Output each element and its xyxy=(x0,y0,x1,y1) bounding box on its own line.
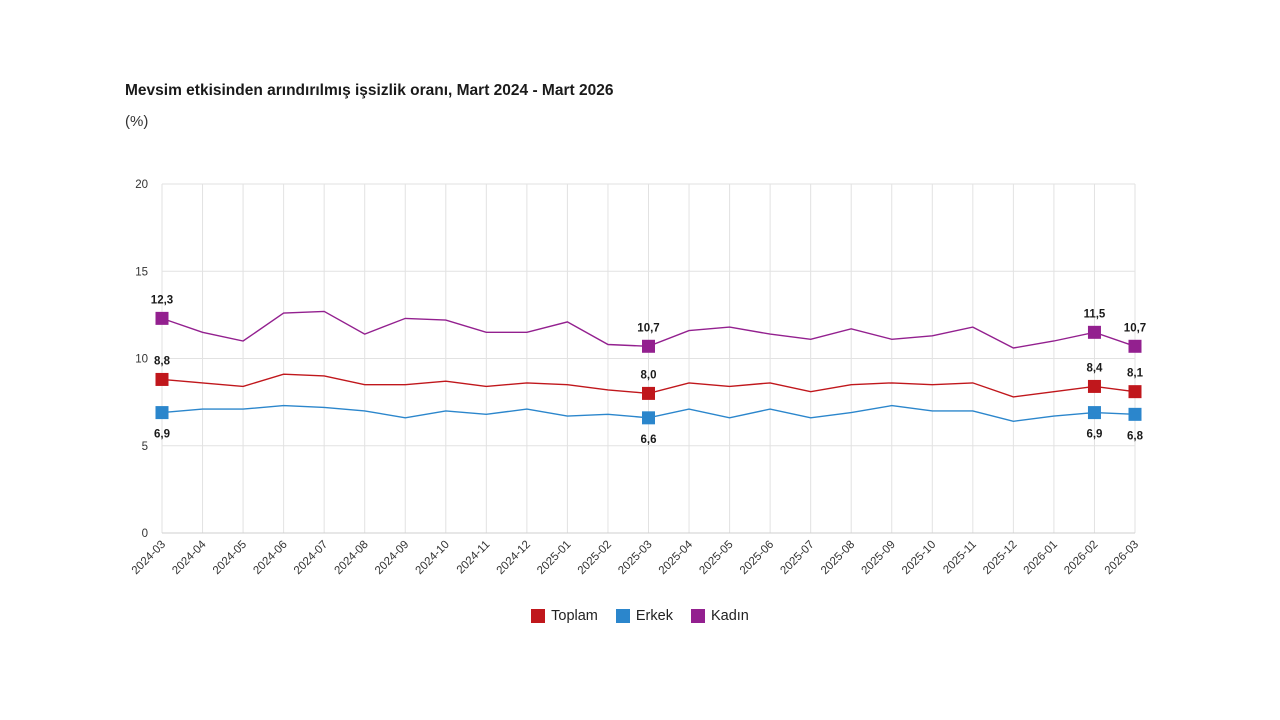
x-tick-label: 2024-10 xyxy=(414,539,452,577)
point-marker-toplam[interactable] xyxy=(1087,379,1101,393)
legend-item-erkek[interactable]: Erkek xyxy=(615,608,673,624)
chart-subtitle: (%) xyxy=(125,113,149,130)
point-marker-toplam[interactable] xyxy=(642,386,655,400)
x-tick-label: 2026-01 xyxy=(1022,539,1060,577)
x-tick-label: 2025-02 xyxy=(576,539,614,577)
x-tick-label: 2024-04 xyxy=(170,538,209,577)
data-label-erkek: 6,9 xyxy=(154,429,170,441)
y-tick-label: 15 xyxy=(135,266,148,278)
x-tick-label: 2026-02 xyxy=(1062,539,1100,577)
point-marker-erkek[interactable] xyxy=(642,411,655,425)
point-marker-toplam[interactable] xyxy=(1128,385,1142,399)
point-marker-erkek[interactable] xyxy=(1087,406,1101,420)
x-tick-label: 2024-12 xyxy=(495,539,533,577)
x-tick-label: 2025-10 xyxy=(900,539,938,577)
legend-swatch-toplam xyxy=(531,609,546,623)
x-tick-label: 2026-03 xyxy=(1103,539,1141,577)
x-tick-label: 2025-05 xyxy=(697,539,735,577)
point-marker-erkek[interactable] xyxy=(155,406,169,420)
x-tick-label: 2024-08 xyxy=(332,539,370,577)
marker-layer xyxy=(155,311,1142,425)
y-tick-label: 20 xyxy=(135,179,148,191)
data-label-erkek: 6,9 xyxy=(1086,429,1102,441)
x-tick-label: 2024-06 xyxy=(251,539,289,577)
legend-label-erkek: Erkek xyxy=(635,608,673,624)
point-marker-toplam[interactable] xyxy=(155,372,169,386)
point-marker-kadin[interactable] xyxy=(1128,339,1142,353)
data-label-toplam: 8,1 xyxy=(1127,368,1144,380)
data-label-kadin: 10,7 xyxy=(1124,322,1146,334)
x-tick-label: 2024-03 xyxy=(130,539,168,577)
y-tick-label: 10 xyxy=(135,354,148,366)
x-tick-label: 2024-09 xyxy=(373,539,411,577)
x-tick-label: 2025-07 xyxy=(778,539,816,577)
x-tick-label: 2024-05 xyxy=(211,539,249,577)
data-label-kadin: 10,7 xyxy=(637,322,659,334)
point-marker-kadin[interactable] xyxy=(155,311,169,325)
data-label-erkek: 6,6 xyxy=(641,434,657,446)
legend-swatch-erkek xyxy=(615,609,630,623)
x-tick-label: 2025-04 xyxy=(657,538,696,577)
x-tick-label: 2025-01 xyxy=(535,539,573,577)
point-marker-erkek[interactable] xyxy=(1128,407,1142,421)
legend-item-toplam[interactable]: Toplam xyxy=(531,608,598,624)
chart-title: Mevsim etkisinden arındırılmış işsizlik … xyxy=(125,82,614,99)
x-tick-label: 2024-07 xyxy=(292,539,330,577)
point-marker-kadin[interactable] xyxy=(1087,325,1101,339)
x-tick-label: 2025-09 xyxy=(860,539,898,577)
data-label-toplam: 8,4 xyxy=(1086,362,1103,374)
legend-swatch-kadin xyxy=(690,609,705,623)
y-tick-label: 0 xyxy=(142,528,148,540)
data-label-kadin: 11,5 xyxy=(1084,308,1106,320)
x-tick-label: 2025-03 xyxy=(616,539,654,577)
y-tick-label: 5 xyxy=(142,441,148,453)
data-label-kadin: 12,3 xyxy=(151,294,173,306)
legend-label-kadin: Kadın xyxy=(710,608,749,624)
data-label-toplam: 8,0 xyxy=(641,369,657,381)
data-label-erkek: 6,8 xyxy=(1127,430,1144,442)
x-tick-label: 2025-11 xyxy=(941,539,979,577)
x-tick-label: 2024-11 xyxy=(455,539,493,577)
legend-label-toplam: Toplam xyxy=(551,608,598,624)
x-tick-label: 2025-12 xyxy=(981,539,1019,577)
point-marker-kadin[interactable] xyxy=(642,339,655,353)
x-tick-label: 2025-08 xyxy=(819,539,857,577)
label-layer: 8,8 8,0 8,4 8,1 6,9 6,6 6,9 6,8 12,3 10,7 11,5 10,7 xyxy=(151,294,1146,445)
data-label-toplam: 8,8 xyxy=(154,355,171,367)
legend-item-kadin[interactable]: Kadın xyxy=(690,608,749,624)
x-tick-label: 2025-06 xyxy=(738,539,776,577)
legend: Toplam Erkek Kadın xyxy=(0,608,1280,624)
